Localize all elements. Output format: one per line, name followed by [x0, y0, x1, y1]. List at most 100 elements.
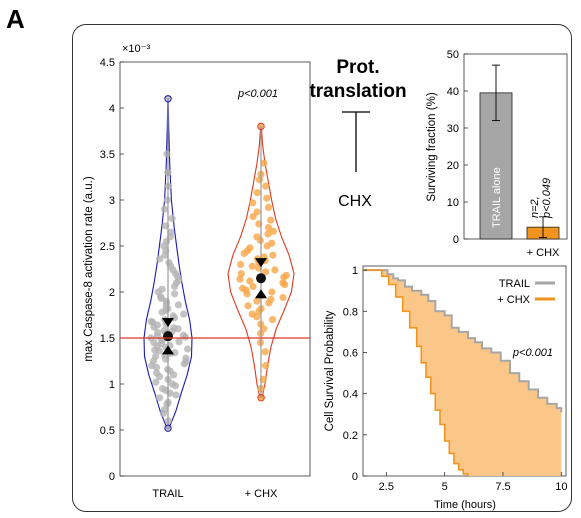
km-y-tick-label: 0.8 [343, 306, 358, 318]
km-trail-curve [363, 269, 563, 413]
bar-y-tick-label: 30 [447, 123, 459, 135]
bar-annotation-n: n=2, [529, 196, 541, 218]
violin-data-point [261, 348, 269, 356]
violin-data-point [154, 328, 162, 337]
violin-data-point [184, 345, 192, 353]
violin-data-point [246, 277, 254, 285]
violin-data-point [168, 380, 176, 388]
violin-plot: 0 0.5 1 1.5 2 2.5 3 3.5 4 4.5 ×10⁻³ max Caspase-8… [83, 43, 311, 500]
violin-data-point [158, 285, 166, 293]
violin-data-point [171, 349, 179, 357]
violin-data-point [253, 233, 261, 241]
violin-data-point [263, 194, 271, 202]
km-y-tick-label: 0 [352, 471, 358, 483]
bar-chart: 0 10 20 30 40 50 Surviving fraction (%) + CHX… [426, 49, 568, 259]
violin-data-point [269, 251, 277, 259]
violin-data-point [253, 189, 261, 197]
violin-data-point [264, 224, 273, 232]
violin-data-point [182, 354, 190, 362]
violin-y-tick-label: 1 [109, 379, 115, 391]
violin-bodies [120, 95, 310, 432]
violin-data-point [249, 199, 257, 207]
violin-y-tick-label: 0 [109, 471, 115, 483]
violin-data-point [152, 352, 160, 360]
violin-axes-box [119, 61, 311, 477]
violin-data-point [147, 317, 155, 325]
bar-category-chx: + CHX [527, 247, 560, 259]
violin-data-point [268, 316, 277, 324]
violin-data-point [267, 295, 275, 303]
violin-data-point [179, 331, 187, 339]
violin-data-point [170, 324, 178, 332]
violin-y-tick-label: 3 [109, 195, 115, 207]
violin-data-point [268, 239, 276, 247]
violin-data-point [268, 288, 276, 296]
bar-y-tick-label: 20 [447, 160, 459, 172]
violin-category-chx: + CHX [245, 488, 278, 500]
km-x-tick-label: 5 [442, 481, 448, 493]
violin-min-marker [164, 424, 172, 432]
violin-data-point [262, 182, 270, 190]
violin-data-point [253, 208, 261, 216]
violin-data-point [163, 196, 171, 204]
km-y-axis-label: Cell Survival Probability [324, 310, 336, 431]
violin-data-point [171, 290, 179, 298]
violin-data-point [172, 391, 180, 399]
km-ticks: 0 0.2 0.4 0.6 0.8 1 2.5 5 7.5 10 [343, 265, 568, 493]
violin-min-marker [257, 394, 265, 402]
bar-y-axis-label: Surviving fraction (%) [426, 92, 438, 201]
violin-data-point [271, 266, 279, 274]
violin-data-point [160, 406, 168, 414]
km-axes-box [362, 265, 567, 477]
violin-data-point [175, 338, 183, 346]
violin-y-exponent: ×10⁻³ [122, 43, 150, 55]
violin-ci-upper-marker [255, 258, 267, 268]
violin-data-point [167, 228, 175, 236]
violin-y-tick-label: 2 [109, 287, 115, 299]
bar-y-tick-label: 0 [453, 234, 459, 246]
violin-data-point [168, 214, 176, 222]
km-y-tick-label: 1 [352, 265, 358, 277]
violin-data-point [244, 302, 252, 310]
violin-data-point [249, 282, 257, 291]
figure-frame [72, 24, 572, 512]
violin-data-point [260, 159, 268, 167]
violin-data-point [236, 275, 244, 283]
violin-data-point [269, 227, 277, 235]
violin-data-point [152, 378, 160, 386]
km-y-tick-label: 0.4 [343, 389, 358, 401]
km-legend-trail-label: TRAIL [499, 278, 530, 290]
violin-y-tick-label: 2.5 [100, 241, 115, 253]
violin-max-marker [257, 122, 265, 131]
bar-y-ticks: 0 10 20 30 40 50 [447, 49, 468, 246]
km-y-tick-label: 0.2 [343, 430, 358, 442]
bar-y-tick-label: 40 [447, 86, 459, 98]
km-x-tick-label: 2.5 [379, 481, 394, 493]
violin-data-point [174, 301, 182, 309]
violin-data-point [253, 297, 261, 305]
violin-y-tick-label: 0.5 [100, 425, 115, 437]
violin-y-tick-label: 4.5 [100, 57, 115, 69]
violin-y-tick-label: 3.5 [100, 149, 115, 161]
violin-data-point [248, 262, 256, 270]
violin-data-point [282, 271, 290, 279]
km-fill-area [363, 270, 562, 476]
km-curves [363, 269, 563, 476]
bar-y-tick-label: 50 [447, 49, 459, 61]
violin-y-axis-label: max Caspase-8 activation rate (a.u.) [83, 176, 95, 362]
violin-ci-lower-marker [162, 345, 174, 355]
bar-axes-box [463, 53, 568, 240]
violin-ci-upper-marker [162, 317, 174, 327]
violin-median-marker [256, 273, 266, 284]
bar-y-tick-label: 10 [447, 197, 459, 209]
km-x-tick-label: 10 [555, 481, 567, 493]
violin-data-point [155, 394, 164, 402]
violin-ci-lower-marker [255, 289, 267, 299]
scheme-inhibitor: CHX [338, 193, 372, 210]
violin-data-point [262, 268, 270, 276]
violin-data-point [153, 369, 161, 377]
violin-data-point [239, 284, 247, 292]
km-y-tick-label: 0.6 [343, 347, 358, 359]
survival-curve-chart: 0 0.2 0.4 0.6 0.8 1 2.5 5 7.5 10 Cell Survival Pr… [324, 265, 567, 511]
